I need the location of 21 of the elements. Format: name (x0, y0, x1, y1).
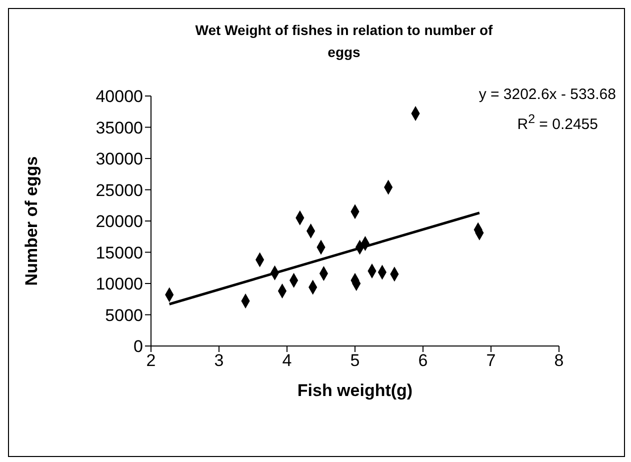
x-tick-label: 2 (146, 351, 156, 370)
y-tick-label: 5000 (105, 306, 143, 325)
x-tick-label: 6 (418, 351, 428, 370)
y-tick-label: 20000 (96, 212, 143, 232)
y-tick-label: 30000 (96, 150, 143, 169)
x-tick-label: 5 (350, 351, 360, 370)
x-axis-title: Fish weight(g) (297, 381, 413, 400)
y-tick-label: 10000 (96, 274, 143, 294)
y-tick-label: 25000 (96, 180, 143, 200)
annotation: R$^{2}$ = 0.2455 (516, 111, 599, 135)
chart-title: Wet Weight of fishes in relation to number of eggs (194, 21, 494, 62)
y-tick-label: 15000 (96, 243, 143, 262)
x-tick-label: 7 (486, 351, 496, 370)
y-tick-label: 35000 (96, 118, 143, 138)
annotation: y = 3202.6x - 533.68 (478, 85, 616, 105)
x-tick-label: 3 (214, 351, 224, 370)
y-axis-title: Number of eggs (22, 156, 42, 286)
y-tick-label: 40000 (96, 87, 143, 106)
x-tick-label: 4 (282, 351, 292, 370)
x-tick-label: 8 (554, 351, 564, 370)
y-tick-label: 0 (134, 337, 143, 356)
